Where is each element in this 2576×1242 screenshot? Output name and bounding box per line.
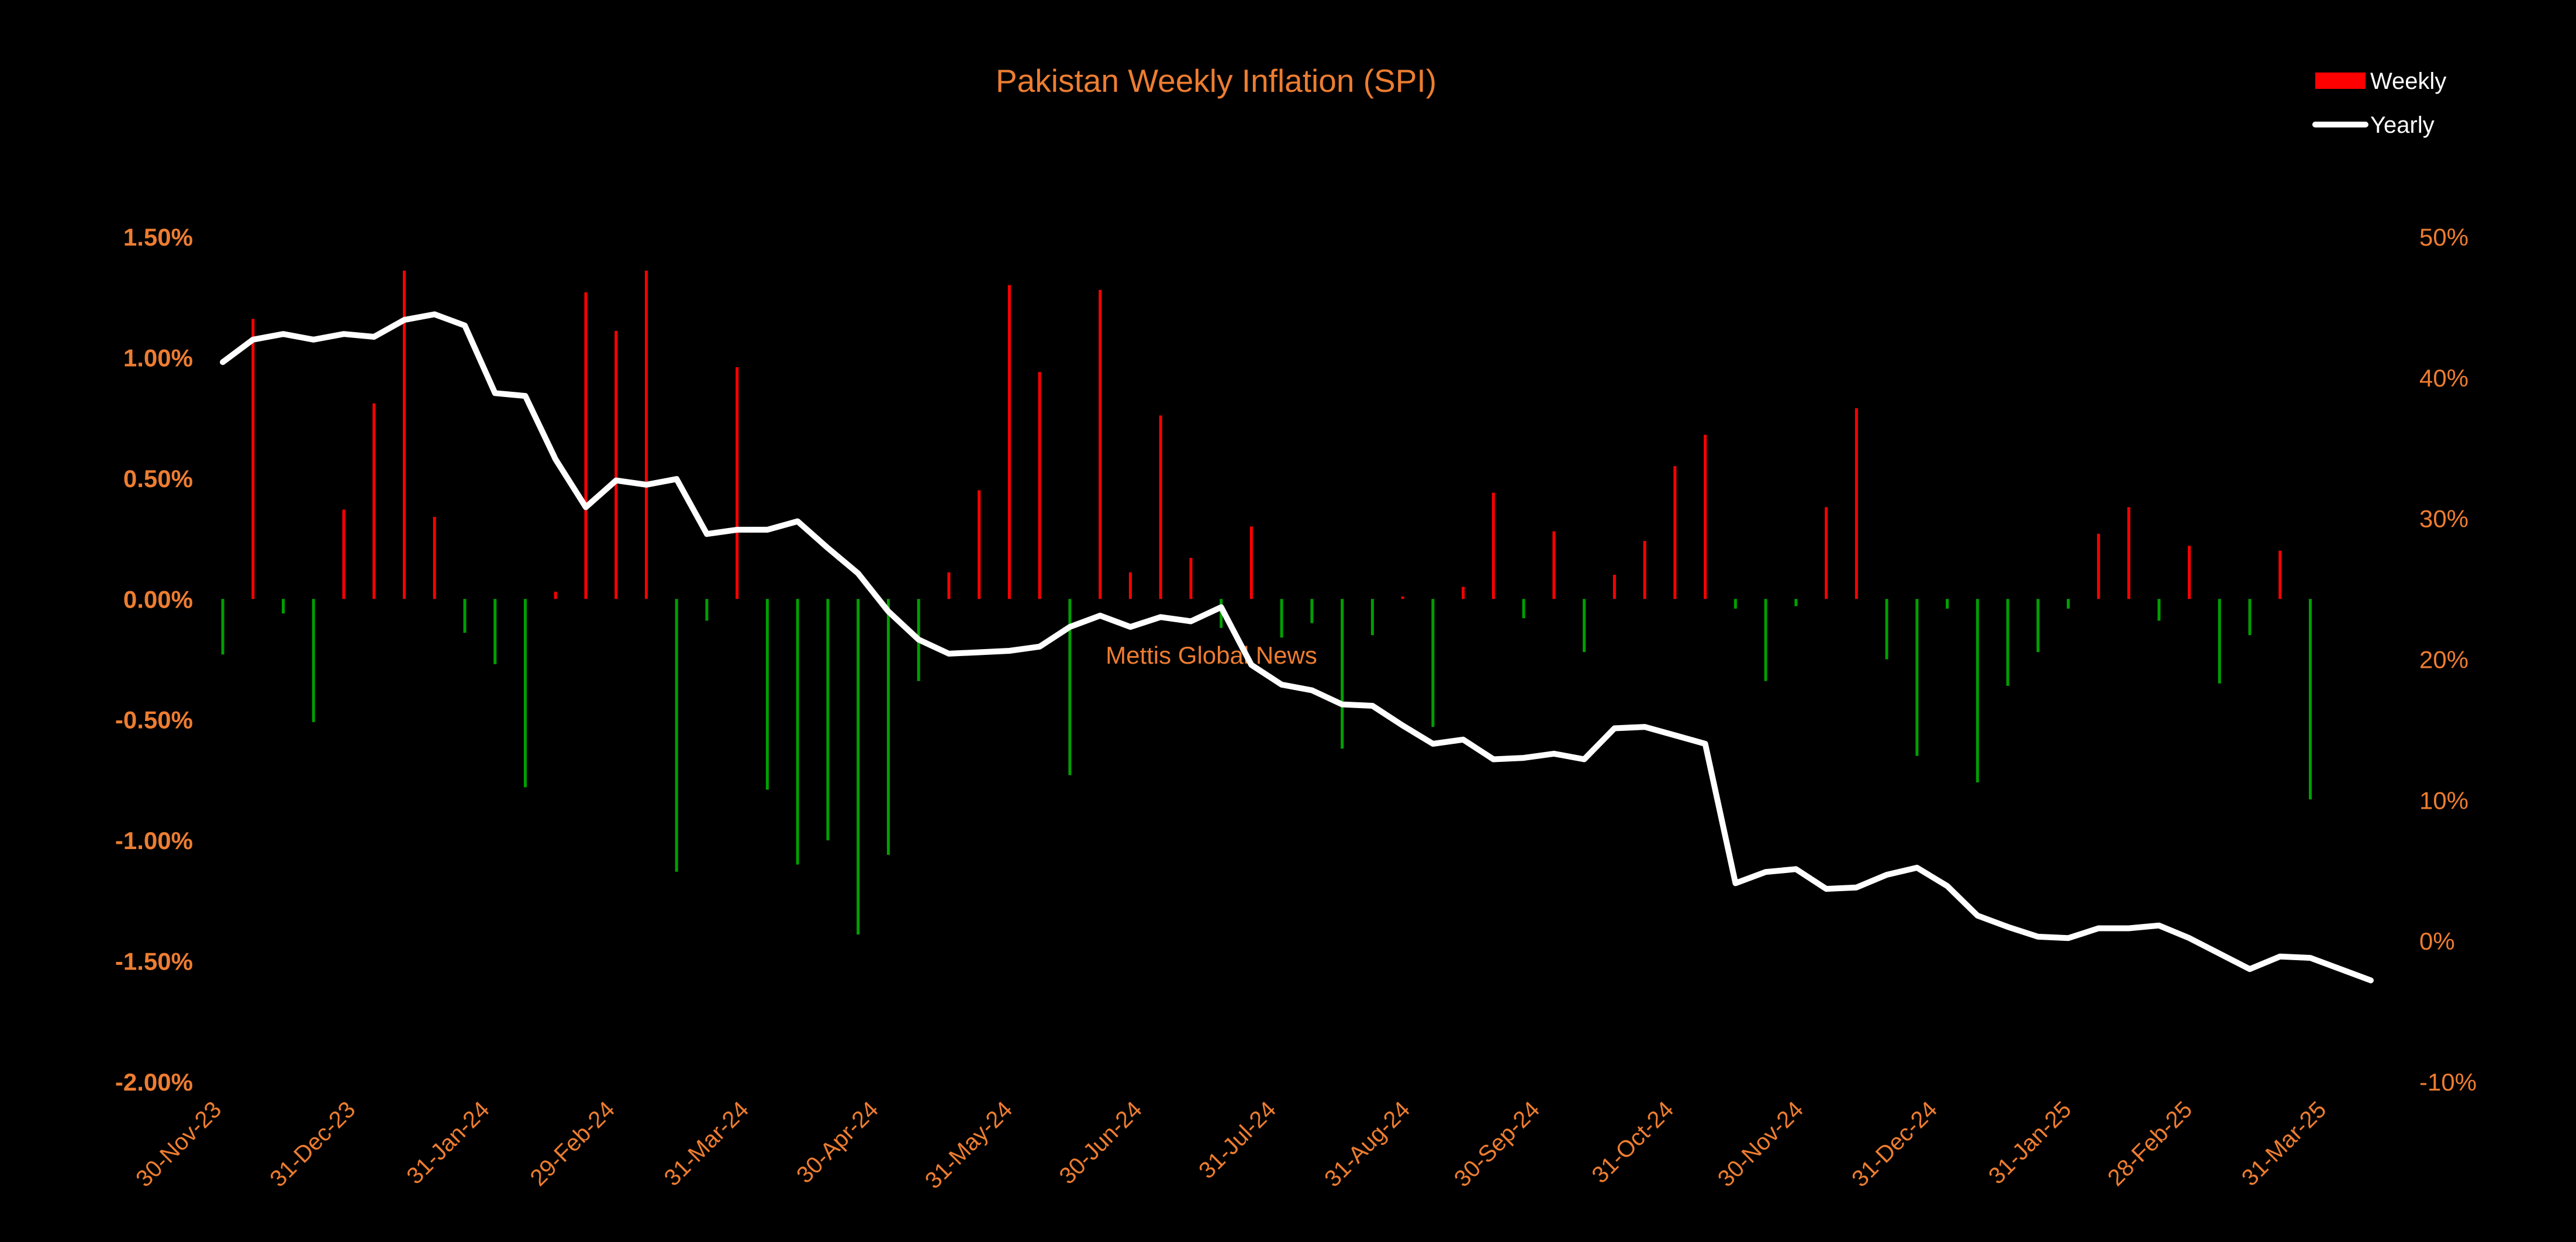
- y-right-tick-label: 0%: [2419, 927, 2455, 955]
- weekly-bar: [2127, 507, 2130, 599]
- weekly-bar: [978, 490, 981, 599]
- weekly-bar: [1612, 575, 1616, 599]
- yearly-line: [220, 311, 2374, 984]
- weekly-bar: [1643, 541, 1646, 599]
- y-axis-left: 1.50% 1.00% 0.50% 0.00% -0.50% -1.00% -1.50% -2…: [115, 223, 193, 1096]
- weekly-bar: [2006, 599, 2009, 686]
- y-left-tick-label: 1.00%: [123, 344, 193, 371]
- weekly-bar: [372, 403, 376, 599]
- y-left-tick-label: -2.00%: [115, 1068, 193, 1096]
- weekly-bar: [433, 516, 436, 599]
- weekly-bar: [675, 599, 678, 872]
- weekly-bar: [402, 270, 406, 599]
- y-left-tick-label: -0.50%: [115, 706, 193, 734]
- y-left-tick-label: -1.00%: [115, 827, 193, 854]
- weekly-bar: [1946, 599, 1949, 609]
- weekly-bar: [2248, 599, 2252, 636]
- weekly-bar: [2036, 599, 2040, 653]
- y-right-tick-label: 20%: [2419, 646, 2468, 674]
- weekly-bar: [312, 599, 315, 722]
- weekly-bar: [1704, 434, 1707, 599]
- weekly-bar: [1885, 599, 1888, 660]
- y-left-tick-label: 0.00%: [123, 585, 193, 613]
- legend-weekly-label: Weekly: [2370, 68, 2446, 94]
- weekly-bar: [1673, 466, 1677, 599]
- weekly-bar: [826, 599, 830, 841]
- weekly-bar: [554, 591, 557, 599]
- weekly-bar: [1552, 531, 1556, 599]
- weekly-bar: [796, 599, 799, 865]
- legend: Weekly Yearly: [2312, 68, 2446, 138]
- weekly-bar: [1068, 599, 1072, 775]
- weekly-bar: [1522, 599, 1525, 619]
- yearly-line-layer: [220, 311, 2374, 984]
- weekly-bar: [1915, 599, 1919, 756]
- watermark: Mettis Global News: [1106, 641, 1317, 669]
- weekly-bar: [947, 572, 951, 599]
- y-left-tick-label: 0.50%: [123, 465, 193, 492]
- weekly-bar: [1310, 599, 1314, 623]
- weekly-bar: [2097, 533, 2100, 599]
- weekly-bar: [1462, 586, 1465, 599]
- weekly-bar: [251, 319, 255, 599]
- weekly-bar: [1038, 372, 1041, 599]
- weekly-bar: [2188, 546, 2191, 599]
- y-axis-right: 50% 40% 30% 20% 10% 0% -10%: [2419, 223, 2477, 1096]
- weekly-bar: [1128, 572, 1132, 599]
- y-left-tick-label: 1.50%: [123, 223, 193, 251]
- weekly-bar: [1280, 599, 1283, 638]
- weekly-bar: [463, 599, 467, 633]
- legend-weekly-swatch: [2315, 73, 2366, 89]
- weekly-bar: [1734, 599, 1737, 609]
- weekly-bar: [1007, 285, 1011, 599]
- weekly-bar: [1794, 599, 1798, 606]
- weekly-bar: [614, 331, 618, 599]
- weekly-bars: [221, 270, 2312, 935]
- weekly-bar: [765, 599, 769, 790]
- weekly-bar: [1855, 408, 1858, 599]
- weekly-bar: [644, 270, 648, 599]
- weekly-bar: [1370, 599, 1374, 636]
- weekly-bar: [584, 292, 588, 599]
- weekly-bar: [886, 599, 890, 855]
- weekly-bar: [1099, 289, 1102, 599]
- weekly-bar: [221, 599, 225, 655]
- weekly-bar: [2067, 599, 2070, 609]
- weekly-bar: [1431, 599, 1435, 727]
- weekly-bar: [1249, 526, 1253, 599]
- weekly-bar: [523, 599, 527, 788]
- weekly-bar: [342, 509, 346, 599]
- y-right-tick-label: 50%: [2419, 223, 2468, 251]
- weekly-bar: [1583, 599, 1586, 653]
- weekly-bar: [1764, 599, 1767, 681]
- weekly-bar: [705, 599, 709, 621]
- weekly-bar: [735, 367, 739, 599]
- weekly-bar: [1159, 415, 1162, 599]
- weekly-bar: [2218, 599, 2221, 684]
- weekly-bar: [857, 599, 860, 935]
- weekly-bar: [1341, 599, 1344, 749]
- weekly-bar: [1491, 492, 1495, 599]
- weekly-bar: [1976, 599, 1979, 783]
- weekly-bar: [2309, 599, 2312, 799]
- y-right-tick-label: -10%: [2419, 1068, 2477, 1096]
- weekly-bar: [1189, 558, 1193, 599]
- weekly-bar: [281, 599, 285, 614]
- y-right-tick-label: 10%: [2419, 786, 2468, 814]
- y-left-tick-label: -1.50%: [115, 948, 193, 975]
- weekly-bar: [1401, 596, 1404, 599]
- weekly-bar: [2157, 599, 2161, 621]
- weekly-bar: [1825, 507, 1828, 599]
- weekly-bar: [2278, 550, 2282, 599]
- y-right-tick-label: 30%: [2419, 505, 2468, 533]
- legend-yearly-label: Yearly: [2370, 112, 2435, 138]
- y-right-tick-label: 40%: [2419, 364, 2468, 392]
- chart-title: Pakistan Weekly Inflation (SPI): [996, 63, 1437, 99]
- weekly-bar: [493, 599, 497, 664]
